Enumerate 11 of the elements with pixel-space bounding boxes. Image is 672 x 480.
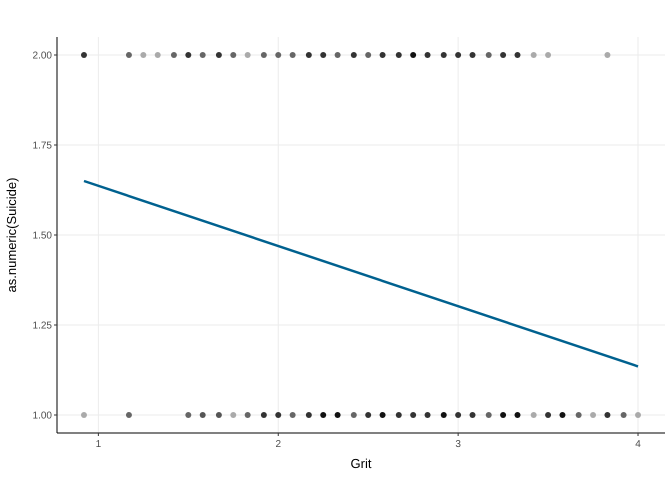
x-axis-title: Grit — [350, 456, 372, 471]
y-tick-label: 1.75 — [32, 140, 52, 152]
x-tick-label: 1 — [96, 439, 102, 450]
y-axis-title: as.numeric(Suicide) — [4, 178, 19, 292]
y-tick-label: 1.50 — [32, 230, 52, 242]
x-tick-label: 2 — [275, 439, 282, 450]
x-tick-label: 4 — [635, 439, 642, 450]
x-tick-label: 3 — [455, 439, 462, 450]
y-tick-label: 1.00 — [32, 410, 52, 422]
y-tick-label: 1.25 — [32, 320, 52, 332]
y-tick-label: 2.00 — [32, 50, 52, 62]
